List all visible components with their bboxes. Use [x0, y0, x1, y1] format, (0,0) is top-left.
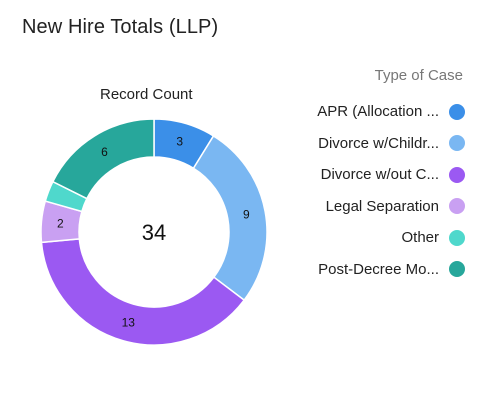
donut-slice[interactable] [51, 118, 155, 200]
legend-label: Divorce w/Childr... [318, 134, 439, 152]
legend-title: Type of Case [374, 67, 463, 84]
legend-swatch-icon [449, 166, 465, 183]
slice-value-label: 13 [122, 315, 136, 329]
legend-label: Other [401, 229, 439, 247]
legend-item[interactable]: Legal Separation [265, 191, 465, 223]
legend-label: APR (Allocation ... [317, 103, 439, 121]
legend-item[interactable]: Post-Decree Mo... [265, 254, 465, 286]
legend-swatch-icon [449, 261, 465, 278]
card-title: New Hire Totals (LLP) [22, 16, 219, 38]
legend-item[interactable]: Other [265, 222, 465, 254]
legend-swatch-icon [449, 135, 465, 152]
legend-label: Divorce w/out C... [320, 166, 439, 184]
slice-value-label: 3 [176, 135, 183, 149]
donut-slice[interactable] [192, 134, 268, 302]
legend-swatch-icon [449, 229, 465, 246]
slice-value-label: 9 [243, 208, 250, 222]
chart-title: Record Count [100, 86, 193, 103]
slice-value-label: 2 [57, 216, 64, 230]
legend-item[interactable]: Divorce w/out C... [265, 159, 465, 191]
legend-item[interactable]: APR (Allocation ... [265, 96, 465, 128]
legend-label: Post-Decree Mo... [318, 260, 439, 278]
donut-slice[interactable] [40, 238, 246, 346]
record-total: 34 [141, 220, 167, 245]
legend-label: Legal Separation [325, 197, 439, 215]
legend: APR (Allocation ... Divorce w/Childr... Di… [265, 96, 465, 285]
legend-swatch-icon [449, 198, 465, 215]
legend-swatch-icon [449, 103, 465, 120]
slice-value-label: 6 [101, 145, 108, 159]
legend-item[interactable]: Divorce w/Childr... [265, 128, 465, 160]
